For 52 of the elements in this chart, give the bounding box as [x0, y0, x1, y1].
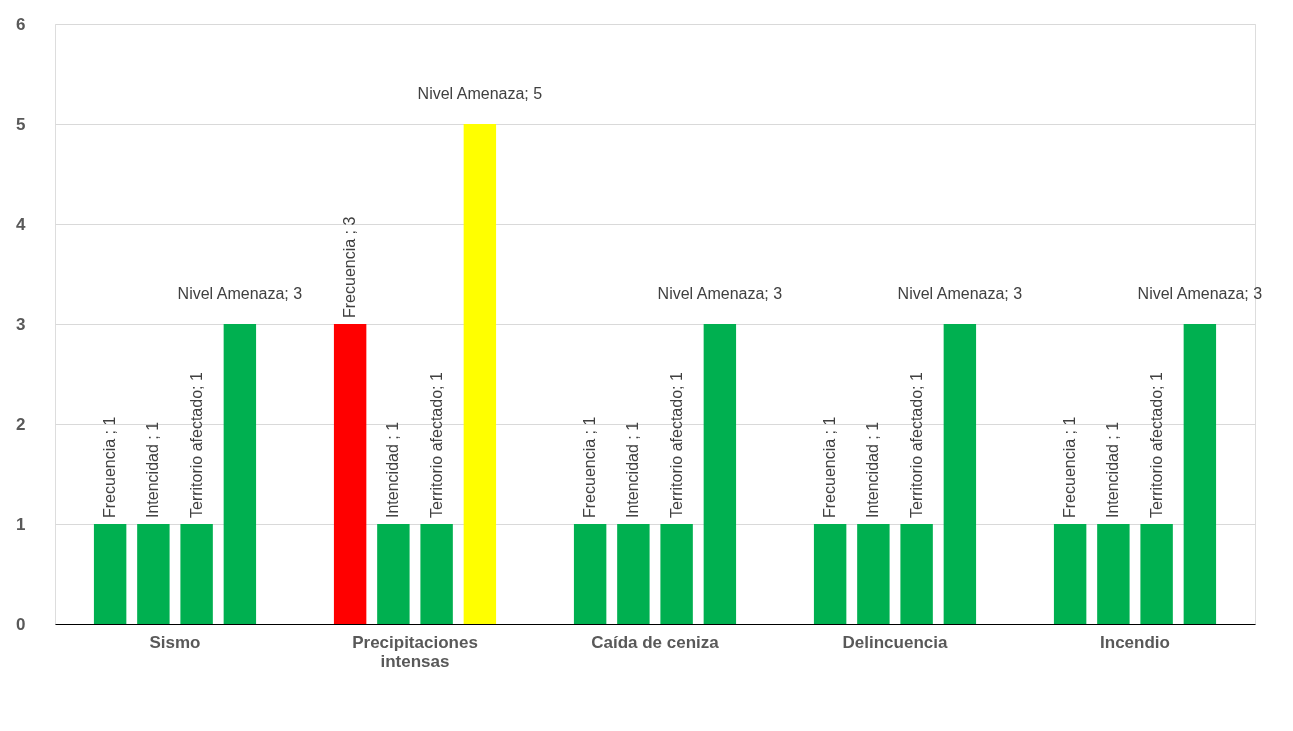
x-tick-label: Delincuencia [842, 632, 948, 652]
bar [377, 524, 410, 624]
data-label: Intencidad ; 1 [864, 421, 882, 518]
bar [813, 524, 847, 624]
data-label: Nivel Amenaza; 3 [1137, 285, 1263, 302]
y-tick-label: 2 [16, 414, 26, 434]
data-label: Intencidad ; 1 [144, 421, 162, 518]
bar [1140, 524, 1173, 624]
bar [420, 524, 453, 624]
data-label: Nivel Amenaza; 5 [417, 85, 543, 102]
bar [660, 524, 693, 624]
x-tick-label: Precipitaciones intensas [352, 632, 478, 671]
y-tick-label: 4 [16, 214, 27, 234]
data-label: Frecuencia ; 3 [341, 216, 359, 318]
bar [1097, 524, 1130, 624]
data-label: Territorio afectado; 1 [667, 372, 685, 518]
bar [573, 524, 607, 624]
bar [93, 524, 127, 624]
data-label: Territorio afectado; 1 [907, 372, 925, 518]
bar [463, 124, 497, 624]
data-label: Nivel Amenaza; 3 [657, 285, 783, 302]
bar [1053, 524, 1087, 624]
bar [617, 524, 650, 624]
data-label: Frecuencia ; 1 [1061, 416, 1079, 518]
data-label: Territorio afectado; 1 [1147, 372, 1165, 518]
data-label: Territorio afectado; 1 [187, 372, 205, 518]
data-label: Intencidad ; 1 [384, 421, 402, 518]
bar [943, 324, 977, 624]
y-tick-label: 5 [16, 114, 26, 134]
bar [703, 324, 737, 624]
x-tick-label: Sismo [149, 632, 201, 652]
data-label: Frecuencia ; 1 [581, 416, 599, 518]
data-label: Territorio afectado; 1 [427, 372, 445, 518]
y-tick-label: 3 [16, 314, 26, 334]
y-tick-label: 6 [16, 14, 26, 34]
x-tick-label: Incendio [1100, 632, 1170, 652]
data-label: Frecuencia ; 1 [101, 416, 119, 518]
data-label: Frecuencia ; 1 [821, 416, 839, 518]
data-label: Nivel Amenaza; 3 [897, 285, 1023, 302]
bar [333, 324, 367, 624]
bar [857, 524, 890, 624]
x-tick-label: Caída de ceniza [591, 632, 720, 652]
bar [180, 524, 213, 624]
data-label: Intencidad ; 1 [1104, 421, 1122, 518]
bar [1183, 324, 1217, 624]
bar [900, 524, 933, 624]
y-tick-label: 0 [16, 614, 26, 634]
data-label: Nivel Amenaza; 3 [177, 285, 303, 302]
bar [137, 524, 170, 624]
bar [223, 324, 257, 624]
y-tick-label: 1 [16, 514, 26, 534]
data-label: Intencidad ; 1 [624, 421, 642, 518]
